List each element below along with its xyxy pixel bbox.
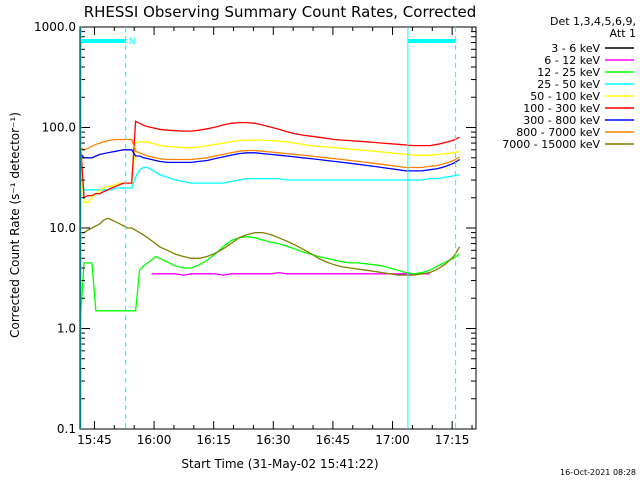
legend-label: 12 - 25 keV	[537, 66, 600, 79]
series-line-5	[80, 139, 460, 203]
x-tick-label: 16:00	[137, 433, 172, 447]
legend-label: 6 - 12 keV	[544, 54, 600, 67]
x-axis-label: Start Time (31-May-02 15:41:22)	[181, 457, 378, 471]
series-line-7	[80, 149, 460, 172]
legend-label: 25 - 50 keV	[537, 78, 600, 91]
legend-label: 7000 - 15000 keV	[502, 138, 600, 151]
x-tick-label: 15:45	[77, 433, 112, 447]
x-tick-label: 17:15	[435, 433, 470, 447]
y-tick-label: 10.0	[49, 221, 76, 235]
y-tick-label: 1000.0	[34, 20, 76, 34]
x-tick-label: 16:30	[256, 433, 291, 447]
timestamp: 16-Oct-2021 08:28	[560, 468, 636, 477]
series-line-6	[80, 120, 460, 199]
y-axis-label: Corrected Count Rate (s⁻¹ detector⁻¹)	[8, 112, 22, 338]
saa-marker: N	[129, 37, 136, 47]
y-tick-label: 1.0	[57, 322, 76, 336]
legend-label: 3 - 6 keV	[551, 42, 600, 55]
legend-header: Det 1,3,4,5,6,9,	[550, 15, 636, 28]
legend-label: 100 - 300 keV	[523, 102, 600, 115]
legend-label: 50 - 100 keV	[530, 90, 600, 103]
series-line-4	[80, 162, 460, 191]
legend-header: Att 1	[610, 27, 636, 40]
series-line-3	[80, 236, 460, 329]
plot-area	[80, 120, 461, 329]
plot-frame	[79, 26, 477, 430]
x-tick-label: 17:00	[375, 433, 410, 447]
legend-label: 800 - 7000 keV	[516, 126, 600, 139]
x-tick-label: 16:15	[196, 433, 231, 447]
y-tick-label: 100.0	[42, 121, 76, 135]
legend-label: 300 - 800 keV	[523, 114, 600, 127]
x-tick-label: 16:45	[316, 433, 351, 447]
series-line-2	[151, 271, 430, 276]
chart-title: RHESSI Observing Summary Count Rates, Co…	[84, 3, 477, 21]
series-line-9	[80, 217, 461, 276]
axes: 0.1 1.0 10.0 100.0 1000.0 15:45 16:00 16:15 16:3…	[34, 20, 477, 447]
series-line-8	[80, 138, 460, 169]
y-tick-label: 0.1	[57, 422, 76, 436]
